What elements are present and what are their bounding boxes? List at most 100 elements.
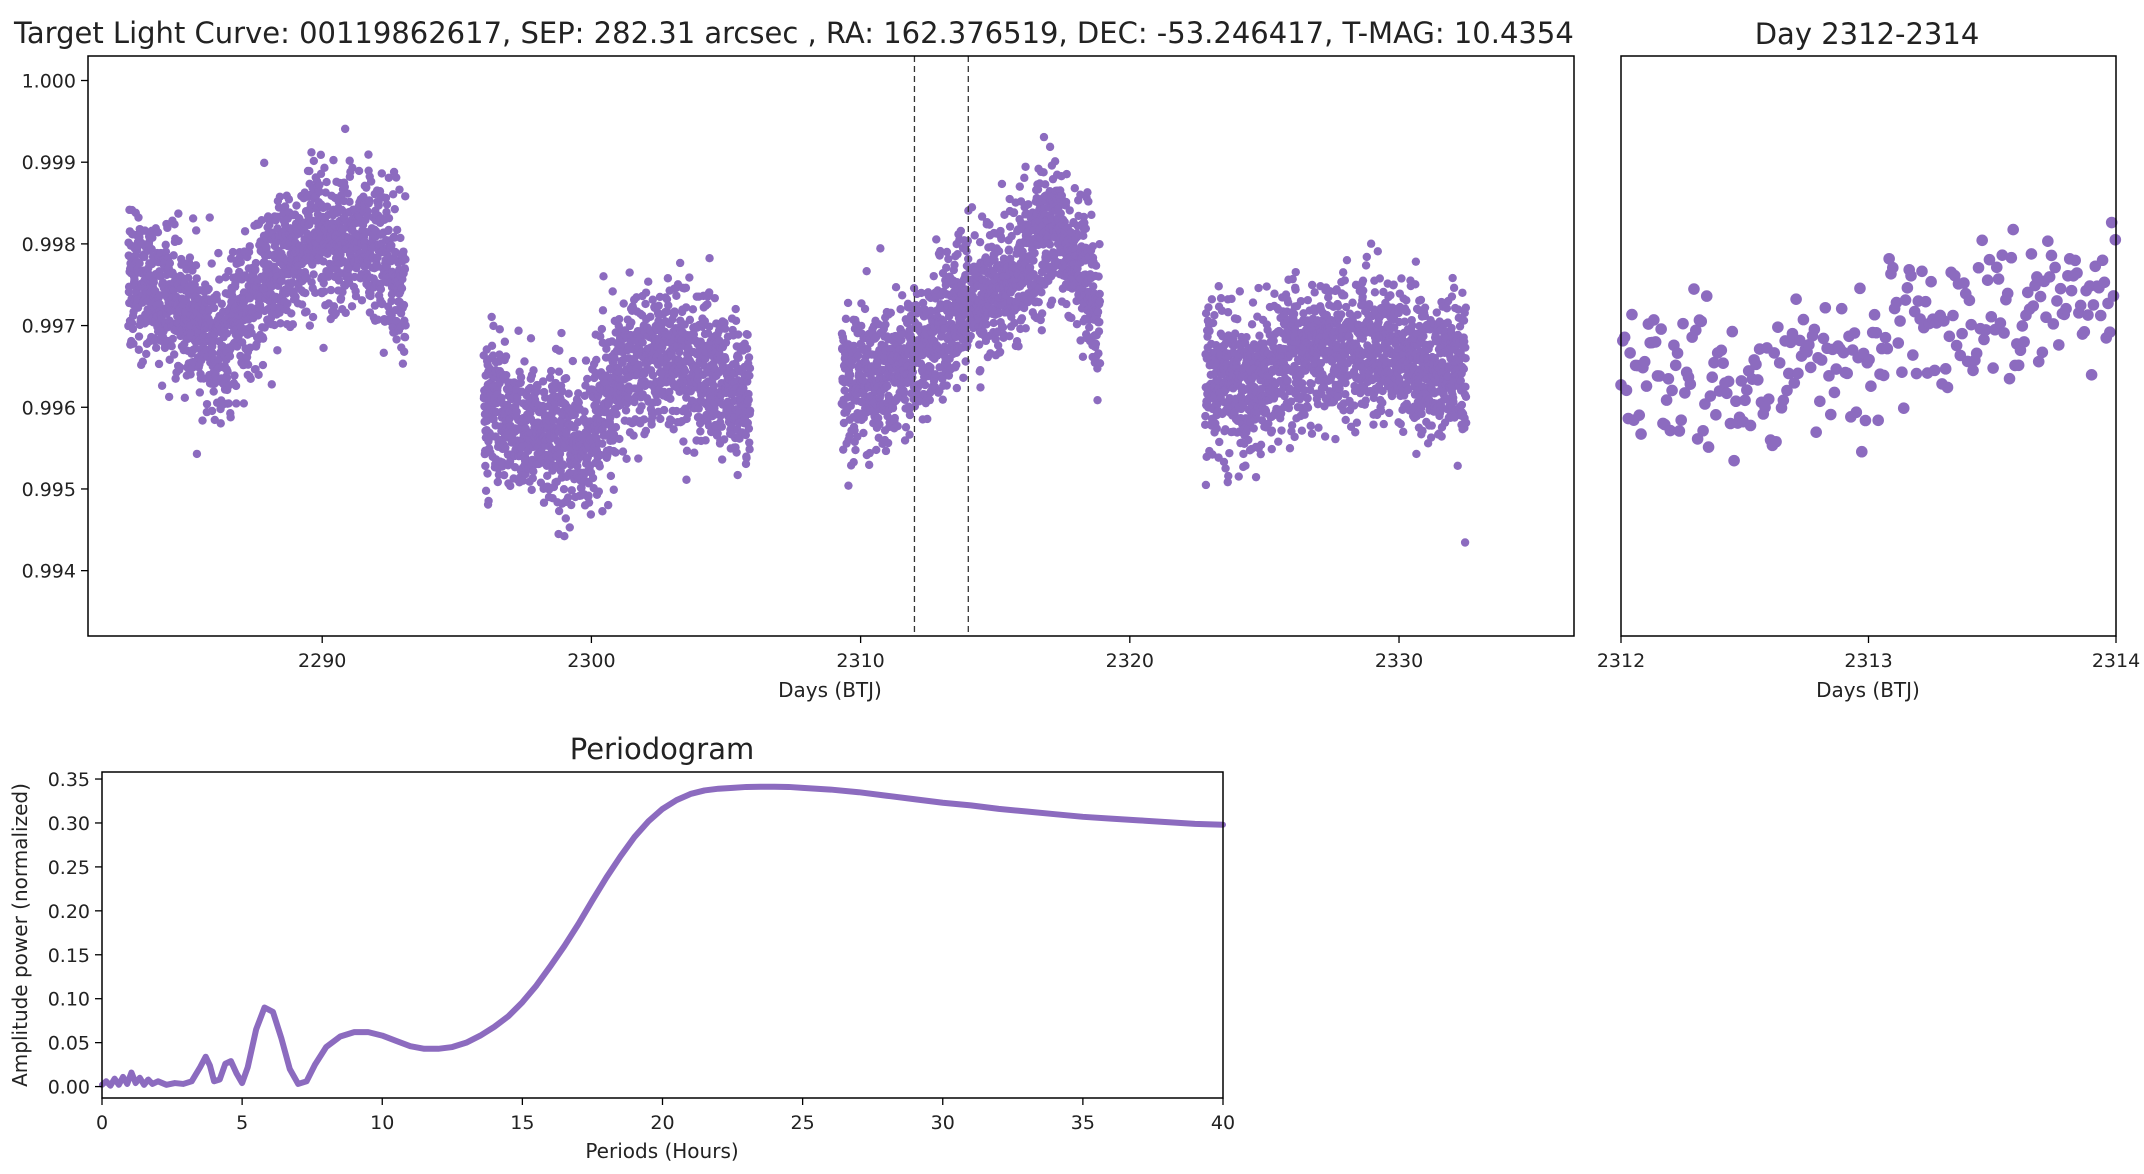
light-curve-point: [222, 373, 232, 383]
light-curve-point: [672, 291, 681, 300]
light-curve-point: [1201, 480, 1211, 490]
light-curve-point: [625, 268, 634, 277]
light-curve-point: [1291, 285, 1300, 294]
light-curve-point: [717, 455, 727, 464]
light-curve-panel: Target Light Curve: 00119862617, SEP: 28…: [13, 16, 1575, 702]
light-curve-point: [399, 300, 409, 310]
light-curve-point: [357, 296, 367, 305]
light-curve-point: [500, 337, 510, 346]
light-curve-point: [685, 315, 695, 325]
light-curve-point: [373, 315, 383, 324]
light-curve-point: [1037, 326, 1046, 335]
light-curve-point: [564, 389, 573, 398]
light-curve-point: [345, 156, 354, 165]
light-curve-point: [400, 265, 410, 274]
light-curve-point: [891, 283, 901, 292]
light-curve-point: [167, 342, 176, 351]
light-curve-point: [609, 485, 618, 494]
light-curve-point: [529, 366, 538, 375]
light-curve-point: [128, 324, 138, 334]
light-curve-point: [860, 304, 870, 314]
light-curve-point: [745, 371, 754, 380]
light-curve-point: [1251, 472, 1261, 482]
light-curve-point: [322, 177, 331, 187]
light-curve-point: [594, 487, 603, 496]
light-curve-point: [976, 366, 985, 375]
light-curve-point: [338, 287, 347, 297]
light-curve-point: [207, 259, 216, 268]
light-curve-point: [230, 371, 239, 380]
light-curve-point: [208, 349, 217, 358]
light-curve-point: [555, 346, 564, 355]
light-curve-point: [859, 428, 868, 438]
light-curve-point: [223, 367, 232, 376]
light-curve-point: [1070, 184, 1080, 193]
light-curve-point: [688, 305, 698, 314]
light-curve-point: [733, 470, 742, 480]
light-curve-point: [307, 148, 316, 157]
light-curve-point: [243, 360, 253, 369]
light-curve-point: [586, 510, 596, 519]
light-curve-point: [1277, 426, 1286, 435]
light-curve-point: [896, 305, 905, 314]
light-curve-point: [161, 240, 170, 250]
light-curve-point: [245, 294, 255, 303]
light-curve-point: [1047, 296, 1057, 305]
light-curve-point: [1094, 327, 1104, 336]
light-curve-point: [1089, 282, 1098, 291]
light-curve-point: [615, 434, 624, 444]
light-curve-point: [1210, 311, 1219, 320]
light-curve-point: [670, 307, 679, 316]
light-curve-point: [1287, 421, 1297, 430]
light-curve-point: [251, 265, 260, 274]
light-curve-point: [679, 437, 688, 446]
light-curve-point: [1062, 169, 1071, 179]
light-curve-point: [384, 213, 394, 223]
light-curve-point: [639, 415, 649, 424]
light-curve-point: [149, 278, 159, 287]
light-curve-point: [701, 436, 710, 445]
light-curve-point: [959, 373, 968, 382]
light-curve-point: [379, 348, 388, 357]
light-curve-point: [1256, 449, 1265, 459]
light-curve-point: [690, 448, 699, 457]
light-curve-point: [653, 397, 662, 407]
light-curve-point: [1020, 173, 1029, 183]
light-curve-point: [265, 220, 274, 230]
light-curve-point: [732, 448, 741, 457]
light-curve-point: [897, 291, 907, 300]
light-curve-point: [654, 301, 663, 310]
light-curve-point: [554, 367, 564, 376]
light-curve-point: [168, 334, 177, 344]
light-curve-point: [388, 190, 398, 199]
light-curve-point: [1208, 318, 1218, 328]
light-curve-point: [1094, 349, 1103, 358]
light-curve-point: [1017, 314, 1027, 323]
light-curve-point: [561, 514, 570, 523]
light-curve-point: [1004, 245, 1014, 254]
light-curve-point: [1095, 289, 1104, 299]
light-curve-point: [287, 309, 296, 318]
light-curve-point: [1095, 297, 1105, 306]
light-curve-point: [925, 395, 934, 405]
light-curve-point: [231, 381, 241, 391]
light-curve-point: [185, 253, 195, 262]
light-curve-point: [901, 423, 911, 432]
light-curve-point: [1021, 162, 1030, 171]
light-curve-point: [377, 169, 386, 178]
light-curve-point: [1247, 320, 1257, 329]
light-curve-point: [301, 288, 310, 298]
light-curve-point: [1289, 309, 1299, 319]
light-curve-point: [311, 288, 320, 298]
light-curve-point: [151, 343, 161, 353]
light-curve-point: [1062, 299, 1071, 309]
light-curve-point: [1037, 309, 1047, 318]
light-curve-point: [387, 241, 396, 250]
light-curve-point: [191, 344, 200, 353]
light-curve-point: [169, 270, 178, 280]
light-curve-point: [481, 486, 491, 496]
light-curve-point: [495, 325, 504, 334]
light-curve-point: [1267, 426, 1277, 435]
light-curve-point: [1285, 444, 1295, 453]
light-curve-point: [629, 431, 638, 440]
